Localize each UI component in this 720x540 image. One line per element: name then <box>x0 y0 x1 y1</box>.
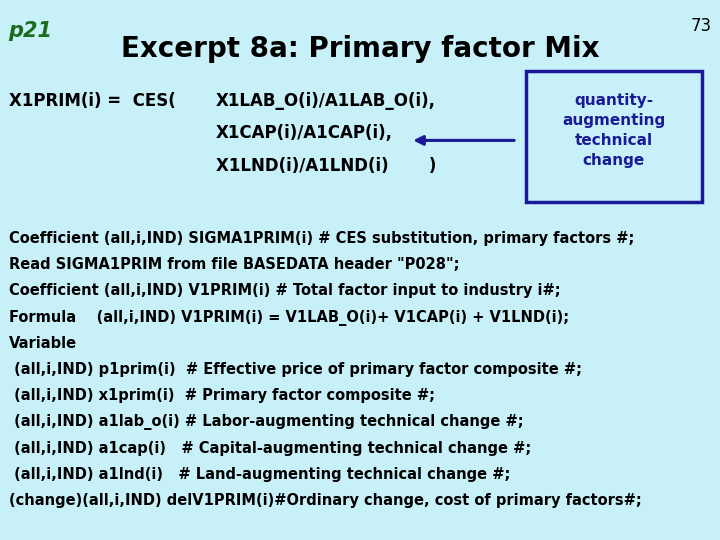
Text: X1CAP(i)/A1CAP(i),: X1CAP(i)/A1CAP(i), <box>216 124 393 142</box>
Text: (all,i,IND) a1lab_o(i) # Labor-augmenting technical change #;: (all,i,IND) a1lab_o(i) # Labor-augmentin… <box>9 415 523 430</box>
Text: X1LAB_O(i)/A1LAB_O(i),: X1LAB_O(i)/A1LAB_O(i), <box>216 92 436 110</box>
Text: (change)(all,i,IND) delV1PRIM(i)#Ordinary change, cost of primary factors#;: (change)(all,i,IND) delV1PRIM(i)#Ordinar… <box>9 493 642 508</box>
Text: Variable: Variable <box>9 336 77 351</box>
Text: X1PRIM(i) =  CES(: X1PRIM(i) = CES( <box>9 92 176 110</box>
Text: Read SIGMA1PRIM from file BASEDATA header "P028";: Read SIGMA1PRIM from file BASEDATA heade… <box>9 258 459 272</box>
Text: Coefficient (all,i,IND) SIGMA1PRIM(i) # CES substitution, primary factors #;: Coefficient (all,i,IND) SIGMA1PRIM(i) # … <box>9 231 634 246</box>
Text: (all,i,IND) a1lnd(i)   # Land-augmenting technical change #;: (all,i,IND) a1lnd(i) # Land-augmenting t… <box>9 467 510 482</box>
Text: X1LND(i)/A1LND(i)       ): X1LND(i)/A1LND(i) ) <box>216 157 436 174</box>
FancyBboxPatch shape <box>526 71 701 202</box>
Text: (all,i,IND) a1cap(i)   # Capital-augmenting technical change #;: (all,i,IND) a1cap(i) # Capital-augmentin… <box>9 441 531 456</box>
Text: Coefficient (all,i,IND) V1PRIM(i) # Total factor input to industry i#;: Coefficient (all,i,IND) V1PRIM(i) # Tota… <box>9 284 560 299</box>
Text: Excerpt 8a: Primary factor Mix: Excerpt 8a: Primary factor Mix <box>121 35 599 63</box>
Text: p21: p21 <box>9 21 53 40</box>
Text: Formula    (all,i,IND) V1PRIM(i) = V1LAB_O(i)+ V1CAP(i) + V1LND(i);: Formula (all,i,IND) V1PRIM(i) = V1LAB_O(… <box>9 310 569 326</box>
Text: (all,i,IND) x1prim(i)  # Primary factor composite #;: (all,i,IND) x1prim(i) # Primary factor c… <box>9 388 435 403</box>
Text: (all,i,IND) p1prim(i)  # Effective price of primary factor composite #;: (all,i,IND) p1prim(i) # Effective price … <box>9 362 582 377</box>
Text: quantity-
augmenting
technical
change: quantity- augmenting technical change <box>562 93 665 168</box>
Text: 73: 73 <box>690 17 711 35</box>
